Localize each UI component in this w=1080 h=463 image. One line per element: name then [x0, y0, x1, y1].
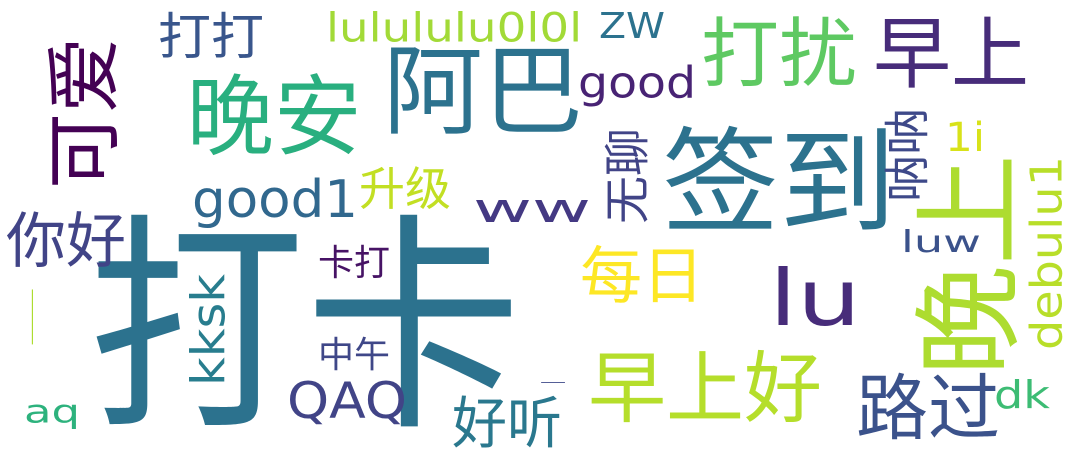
word-dada: 打打: [158, 8, 264, 66]
word-kksk: kksk: [182, 273, 236, 387]
word-lu: lu: [768, 253, 862, 344]
word-good1: good1: [192, 169, 359, 231]
word-ww: ww: [472, 184, 591, 232]
word-debulu1: debulu1: [1021, 155, 1073, 351]
word-dk: dk: [994, 373, 1051, 418]
word-haoting: 好听: [452, 392, 562, 457]
word-aba: 阿巴: [383, 34, 583, 149]
word-keai: 可爱: [40, 37, 129, 189]
word-wanan: 晚安: [186, 66, 362, 169]
word-yi: 一: [540, 377, 566, 389]
word-good: good: [578, 57, 697, 109]
word-meiri: 每日: [579, 241, 705, 313]
word-yi-vertical: 一: [24, 287, 42, 347]
word-daka: 打卡: [88, 196, 522, 463]
word-qaq: QAQ: [287, 371, 407, 431]
word-zhongwu: 中午: [318, 335, 391, 376]
word-nana: 呐呐: [881, 108, 935, 202]
word-1i: 1i: [945, 113, 986, 161]
word-kada: 卡打: [318, 243, 391, 284]
word-zaoshanghao: 早上好: [588, 343, 822, 434]
word-wuliao: 无聊: [601, 127, 655, 225]
word-zaoshang: 早上: [873, 10, 1030, 100]
word-aq: aq: [23, 392, 81, 431]
word-darao: 打扰: [701, 11, 858, 99]
word-qiandao: 签到: [662, 116, 896, 250]
word-shengji: 升级: [359, 162, 451, 216]
word-zw: ZW: [598, 5, 665, 47]
word-luw: luw: [901, 224, 981, 260]
word-nihao: 你好: [6, 207, 126, 277]
word-luguo: 路过: [855, 367, 1001, 451]
word-lulululu: lulululu0l0l: [326, 5, 583, 52]
